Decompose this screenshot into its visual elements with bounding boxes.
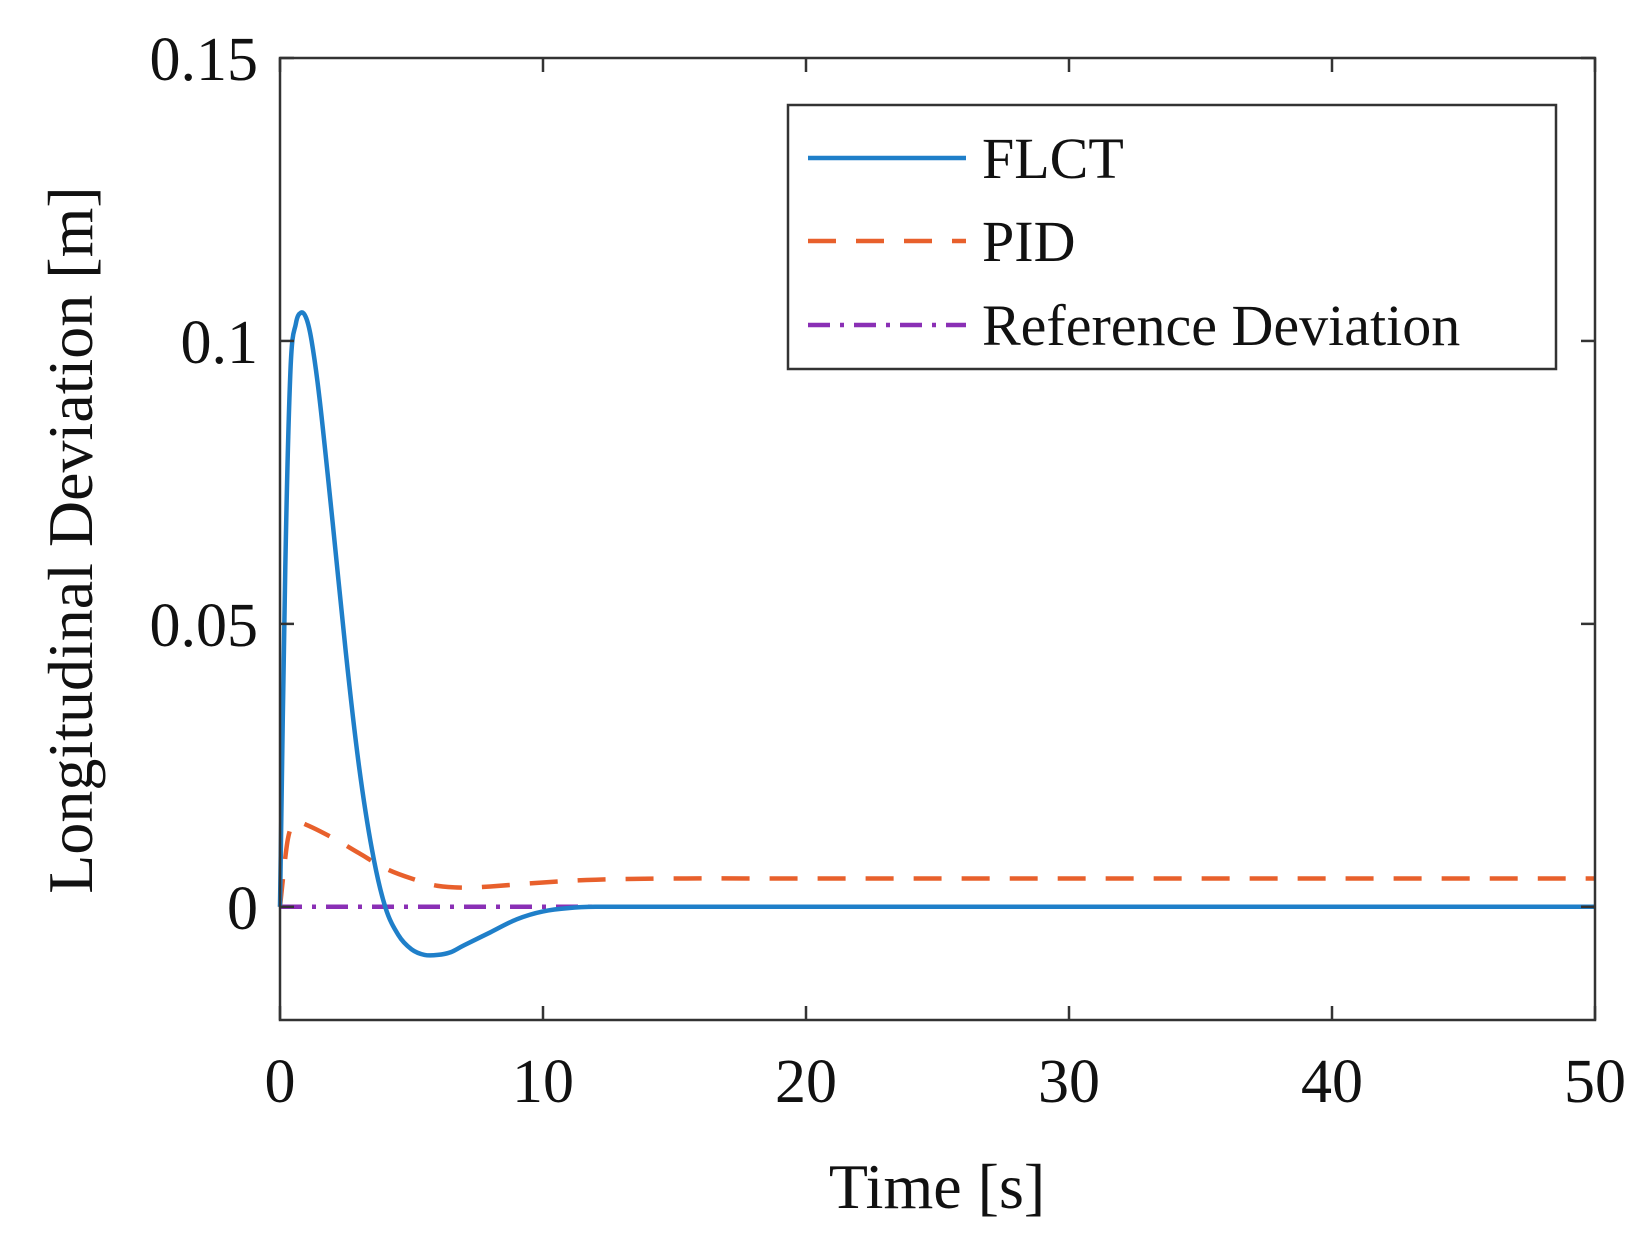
y-tick-label: 0.05 — [150, 592, 259, 660]
x-tick-label: 0 — [265, 1048, 296, 1116]
legend: FLCT PID Reference Deviation — [786, 103, 1558, 371]
series-layer — [277, 310, 1595, 958]
y-tick-label: 0.15 — [150, 26, 259, 94]
x-axis-title: Time [s] — [829, 1151, 1045, 1222]
x-tick-label: 50 — [1564, 1048, 1626, 1116]
x-tick-label: 20 — [775, 1048, 837, 1116]
y-axis-title: Longitudinal Deviation [m] — [35, 186, 106, 893]
legend-label-pid: PID — [982, 209, 1075, 274]
x-tick-label: 30 — [1038, 1048, 1100, 1116]
x-tick-label: 10 — [512, 1048, 574, 1116]
y-tick-label: 0 — [227, 875, 258, 943]
y-tick-label: 0.1 — [181, 309, 259, 377]
legend-label-reference-deviation: Reference Deviation — [982, 293, 1460, 358]
plot-frame — [278, 56, 1597, 1022]
legend-label-flct: FLCT — [982, 126, 1124, 191]
series-line-pid — [277, 819, 1595, 908]
legend-box — [786, 103, 1558, 371]
tick-layer: 0 10 20 30 40 50 0 0.05 0.1 0.15 — [150, 26, 1627, 1116]
x-tick-label: 40 — [1301, 1048, 1363, 1116]
series-line-flct — [277, 310, 1595, 958]
